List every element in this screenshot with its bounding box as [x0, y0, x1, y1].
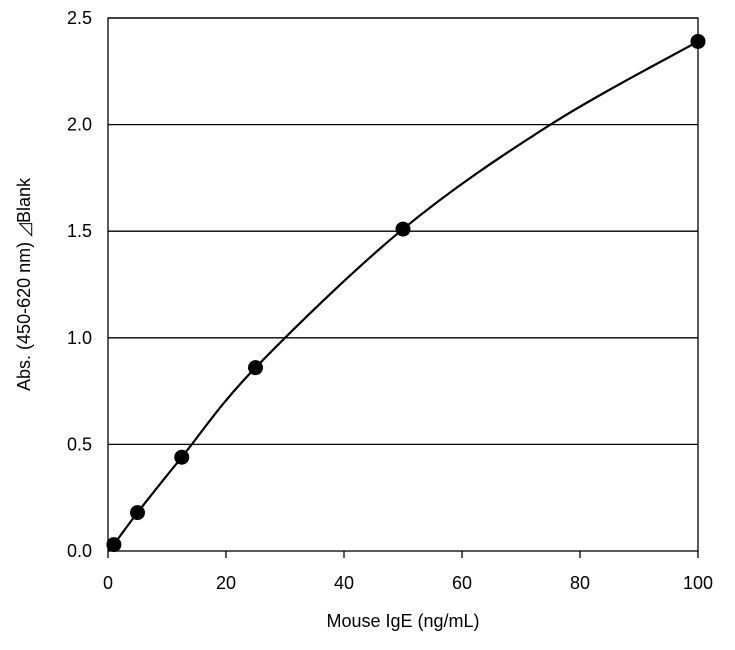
fit-curve-layer	[108, 40, 699, 552]
x-tick-label: 100	[683, 573, 713, 593]
data-point	[395, 221, 411, 237]
tick-labels: 0 20 40 60 80 100 0.0 0.5 1.0 1.5 2.0 2.5	[67, 8, 713, 593]
y-tick-label: 2.0	[67, 115, 92, 135]
y-tick-label: 1.0	[67, 328, 92, 348]
y-axis-title: Abs. (450-620 nm) ◿Blank	[14, 177, 34, 391]
x-tick-label: 40	[334, 573, 354, 593]
x-tick-label: 60	[452, 573, 472, 593]
x-tick-label: 80	[570, 573, 590, 593]
plot-frame	[107, 17, 699, 552]
data-points	[106, 33, 706, 553]
data-point	[130, 505, 145, 521]
y-tick-label: 0.5	[67, 434, 92, 454]
x-axis-title: Mouse IgE (ng/mL)	[326, 611, 479, 631]
y-tick-label: 1.5	[67, 221, 92, 241]
x-tick-label: 20	[216, 573, 236, 593]
fit-curve	[108, 40, 699, 552]
data-point	[106, 537, 122, 553]
y-tick-label: 2.5	[67, 8, 92, 28]
y-tick-label: 0.0	[67, 541, 92, 561]
x-tick-label: 0	[103, 573, 113, 593]
data-point	[174, 449, 190, 465]
data-point	[248, 360, 263, 376]
data-point	[690, 33, 706, 49]
axes	[107, 17, 699, 558]
